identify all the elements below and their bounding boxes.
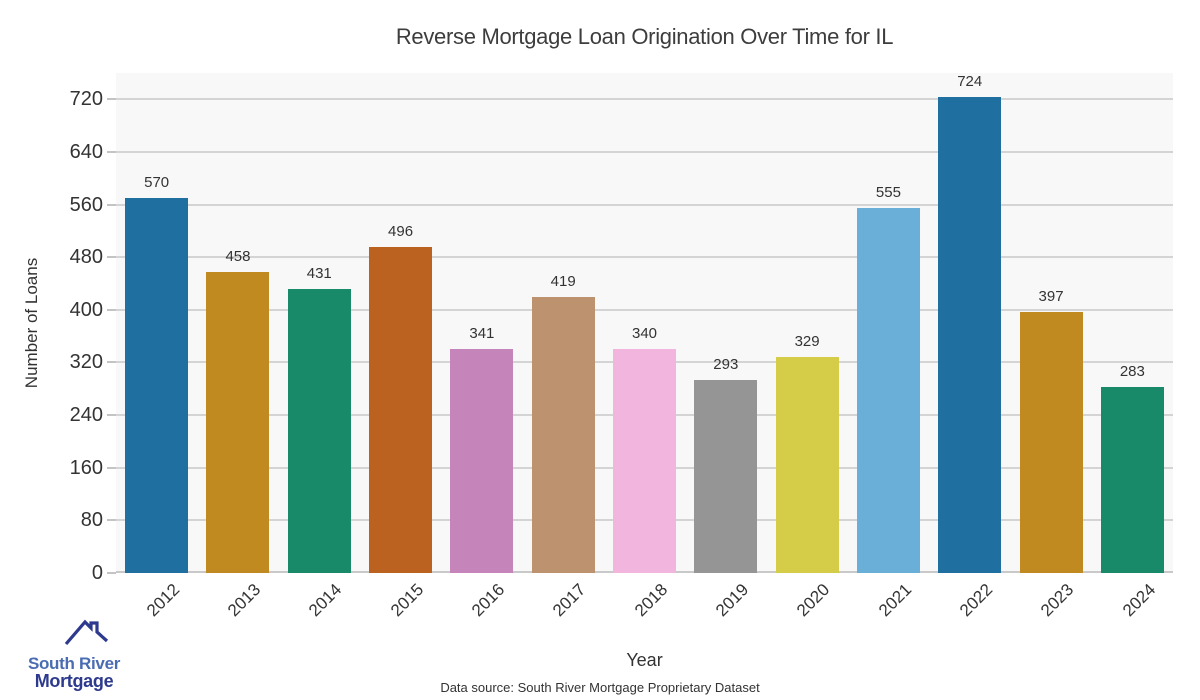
y-tick-mark-720 [107, 98, 116, 101]
bar-2015 [369, 246, 433, 573]
logo-text-south-river: South River [27, 654, 121, 673]
bar-2016 [450, 348, 514, 573]
bar-2012 [125, 198, 189, 573]
bar-value-label-2017: 419 [550, 273, 576, 291]
y-tick-label-640: 640 [69, 140, 103, 163]
plot-area: 570 458 431 496 341 419 340 293 329 555 724 397 283 [116, 73, 1173, 573]
bar-2021 [856, 207, 920, 573]
y-tick-mark-80 [107, 519, 116, 522]
y-tick-mark-320 [107, 361, 116, 364]
bar-value-label-2015: 496 [388, 222, 414, 240]
data-source-caption: Data source: South River Mortgage Propri… [440, 680, 760, 695]
south-river-mortgage-logo: South River Mortgage [18, 614, 130, 694]
bar-2013 [206, 271, 270, 573]
y-tick-mark-240 [107, 414, 116, 417]
x-tick-label-2021: 2021 [874, 580, 915, 621]
bar-value-label-2018: 340 [631, 325, 658, 343]
bar-value-label-2023: 397 [1038, 287, 1064, 305]
logo-text-mortgage: Mortgage [34, 671, 114, 691]
gridline-y-720 [116, 98, 1173, 101]
bar-value-label-2020: 329 [794, 332, 820, 350]
bar-value-label-2022: 724 [957, 72, 983, 90]
y-tick-mark-640 [107, 150, 116, 153]
bar-value-label-2024: 283 [1119, 362, 1145, 380]
x-tick-label-2024: 2024 [1118, 580, 1159, 621]
x-tick-label-2018: 2018 [630, 580, 671, 621]
y-tick-label-320: 320 [69, 351, 103, 374]
x-tick-label-2020: 2020 [793, 580, 834, 621]
gridline-y-560 [116, 203, 1173, 206]
bar-value-label-2012: 570 [144, 174, 170, 191]
bar-2018 [613, 349, 676, 573]
y-tick-label-560: 560 [69, 193, 103, 216]
bar-2017 [531, 297, 595, 573]
y-tick-mark-480 [107, 256, 116, 259]
bar-value-label-2019: 293 [713, 356, 739, 374]
x-tick-label-2012: 2012 [142, 580, 184, 621]
bar-value-label-2016: 341 [469, 324, 495, 342]
y-tick-mark-160 [107, 466, 116, 469]
y-tick-label-160: 160 [69, 456, 103, 479]
y-tick-label-400: 400 [69, 298, 103, 321]
y-tick-label-240: 240 [69, 404, 103, 427]
x-tick-label-2014: 2014 [305, 580, 346, 621]
chart-title: Reverse Mortgage Loan Origination Over T… [395, 24, 894, 49]
bar-2019 [694, 380, 758, 573]
bar-2024 [1100, 386, 1164, 573]
x-tick-label-2017: 2017 [549, 580, 590, 621]
y-tick-label-720: 720 [69, 88, 103, 111]
y-tick-mark-0 [107, 572, 116, 574]
gridline-y-640 [116, 150, 1173, 153]
y-tick-mark-560 [107, 203, 116, 206]
gridline-y-400 [116, 308, 1173, 311]
bar-2023 [1019, 311, 1083, 573]
bar-2022 [938, 96, 1002, 573]
x-tick-label-2023: 2023 [1037, 580, 1078, 621]
x-tick-label-2015: 2015 [386, 580, 428, 621]
bar-value-label-2013: 458 [225, 247, 251, 265]
bar-value-label-2021: 555 [875, 183, 901, 201]
x-tick-label-2016: 2016 [468, 580, 509, 621]
y-tick-label-80: 80 [80, 509, 103, 532]
house-roof-icon [64, 619, 109, 646]
y-tick-mark-400 [107, 308, 116, 311]
bar-value-label-2014: 431 [306, 265, 332, 283]
y-tick-label-480: 480 [69, 246, 103, 269]
x-tick-label-2019: 2019 [712, 580, 753, 621]
bar-2020 [775, 356, 839, 573]
x-tick-label-2022: 2022 [955, 580, 997, 621]
x-tick-label-2013: 2013 [224, 580, 265, 621]
x-tick-labels: 2012 2013 2014 2015 2016 2017 2018 2019 2020 2021… [116, 580, 1173, 642]
gridline-y-480 [116, 256, 1173, 259]
bar-2014 [287, 289, 351, 573]
y-tick-label-0: 0 [91, 562, 103, 584]
x-axis-title: Year [626, 650, 663, 670]
